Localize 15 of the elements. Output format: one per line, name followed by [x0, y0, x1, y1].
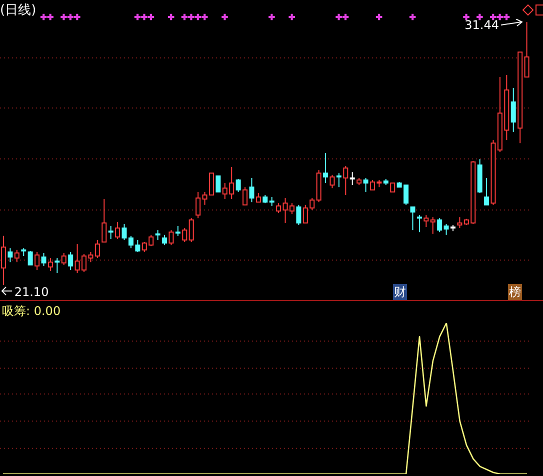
- annotation: 31.44: [464, 18, 499, 32]
- candlestick: [175, 226, 180, 236]
- candlestick: [350, 172, 355, 186]
- candlestick: [155, 230, 160, 240]
- annotation: 21.10: [14, 285, 49, 299]
- candlestick: [8, 248, 13, 263]
- candlestick: [510, 87, 516, 132]
- chart-title: (日线): [0, 2, 36, 19]
- annotation: 财: [393, 284, 407, 301]
- candlestick: [108, 226, 114, 240]
- annotation: 榜: [508, 284, 522, 301]
- text: 吸筹: 0.00: [2, 303, 61, 320]
- candlestick: [323, 152, 328, 184]
- candlestick: [336, 172, 342, 188]
- candlestick: [430, 216, 436, 234]
